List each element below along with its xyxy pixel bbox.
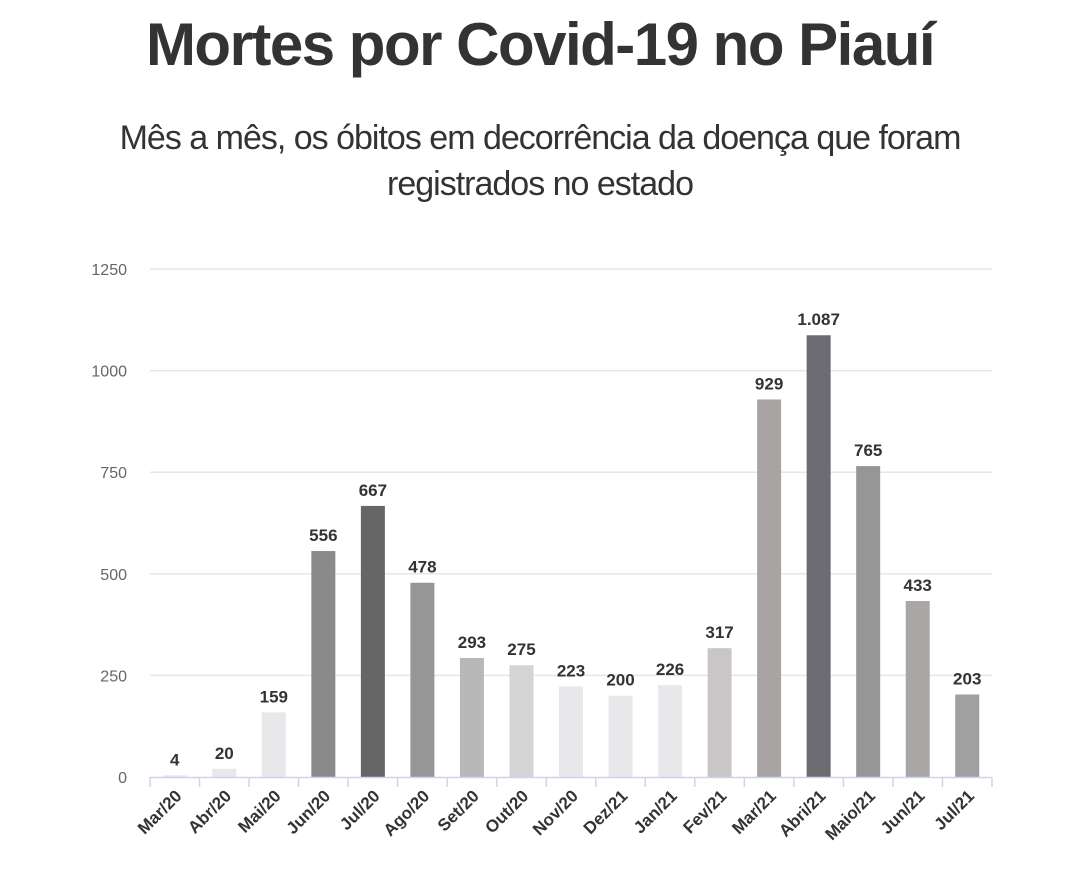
y-axis-ticks: 0 250 500 750 1000 1250 xyxy=(91,262,127,787)
data-label: 667 xyxy=(359,481,387,500)
bar xyxy=(856,466,881,777)
bar xyxy=(311,551,336,777)
data-label: 1.087 xyxy=(797,310,840,329)
bar xyxy=(212,768,237,777)
bars xyxy=(162,335,980,777)
x-tick-label: Mar/21 xyxy=(728,786,780,838)
data-label: 765 xyxy=(854,441,882,460)
data-label: 317 xyxy=(705,623,733,642)
x-tick-label: Mai/20 xyxy=(234,786,284,836)
data-labels: 4 20 159 556 667 478 293 275 223 200 226 317 929 1.08… xyxy=(170,310,981,769)
x-tick-label: Set/20 xyxy=(434,786,483,835)
gridlines xyxy=(150,268,992,677)
data-label: 223 xyxy=(557,661,585,680)
data-label: 159 xyxy=(260,687,288,706)
y-tick-label: 750 xyxy=(100,465,127,482)
x-tick-label: Jun/20 xyxy=(283,786,335,838)
bar xyxy=(162,775,187,777)
x-tick-label: Out/20 xyxy=(481,786,532,837)
bar xyxy=(707,648,732,777)
data-label: 4 xyxy=(170,750,180,769)
chart-subtitle: Mês a mês, os óbitos em decorrência da d… xyxy=(119,119,962,203)
bar xyxy=(905,601,930,777)
y-tick-label: 0 xyxy=(118,770,127,787)
y-tick-label: 1250 xyxy=(91,262,127,279)
x-tick-label: Ago/20 xyxy=(380,786,434,840)
data-label: 203 xyxy=(953,670,981,689)
x-tick-label: Abr/20 xyxy=(184,786,235,837)
x-tick-label: Abri/21 xyxy=(775,786,829,840)
x-tick-label: Jul/21 xyxy=(931,786,979,834)
chart-title: Mortes por Covid-19 no Piauí xyxy=(145,11,936,78)
data-label: 478 xyxy=(408,558,436,577)
x-tick-label: Jun/21 xyxy=(877,786,929,838)
y-tick-label: 250 xyxy=(100,668,127,685)
bar xyxy=(410,582,435,777)
x-tick-label: Maio/21 xyxy=(821,786,879,844)
data-label: 929 xyxy=(755,374,783,393)
data-label: 20 xyxy=(215,744,234,763)
x-axis xyxy=(149,776,993,787)
bar xyxy=(559,686,583,777)
x-tick-label: Fev/21 xyxy=(680,786,731,837)
bar xyxy=(757,399,782,777)
x-tick-label: Jul/20 xyxy=(336,786,384,834)
bar xyxy=(658,685,683,777)
data-label: 226 xyxy=(656,660,684,679)
data-label: 433 xyxy=(904,576,932,595)
bar xyxy=(459,657,484,777)
x-tick-label: Mar/20 xyxy=(134,786,186,838)
x-tick-label: Jan/21 xyxy=(630,786,681,837)
data-label: 556 xyxy=(309,526,337,545)
data-label: 200 xyxy=(606,671,634,690)
bar xyxy=(360,505,385,777)
data-label: 293 xyxy=(458,633,486,652)
bar xyxy=(806,335,831,777)
y-tick-label: 500 xyxy=(100,567,127,584)
bar xyxy=(608,695,633,777)
data-label: 275 xyxy=(507,640,535,659)
x-tick-label: Dez/21 xyxy=(580,786,632,838)
y-tick-label: 1000 xyxy=(91,364,127,381)
x-tick-label: Nov/20 xyxy=(529,786,582,839)
bar xyxy=(509,665,534,777)
bar xyxy=(261,712,286,777)
bar xyxy=(955,694,980,777)
